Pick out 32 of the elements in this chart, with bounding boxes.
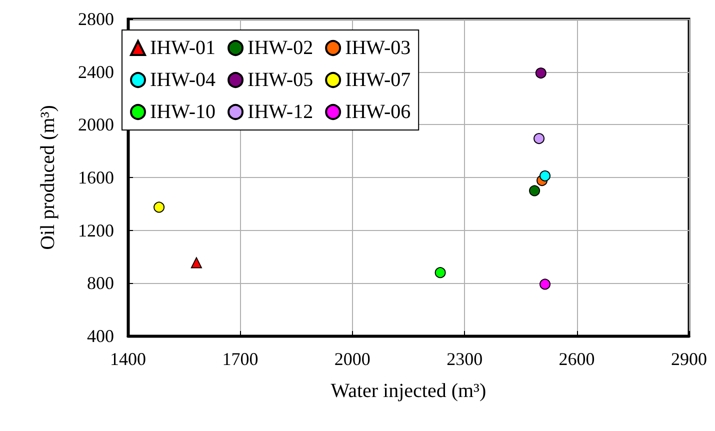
legend-label: IHW-03 (345, 37, 411, 59)
legend-label: IHW-07 (345, 69, 411, 91)
legend-label: IHW-01 (150, 37, 216, 59)
point (540, 170, 551, 182)
x-tick-label: 2000 (334, 349, 370, 369)
y-axis-title: Oil produced (m³) (37, 105, 59, 250)
point (190, 257, 202, 268)
y-tick-label: 400 (87, 326, 114, 346)
y-tick-label: 1600 (78, 168, 114, 188)
point (534, 133, 545, 144)
x-axis-title: Water injected (m³) (330, 380, 486, 402)
point (434, 267, 446, 278)
y-tick-label: 2400 (78, 62, 114, 82)
y-tick-label: 800 (87, 273, 114, 294)
point (154, 202, 165, 213)
legend-label: IHW-05 (248, 69, 314, 91)
x-tick-label: 2900 (671, 349, 707, 369)
point (535, 68, 546, 79)
x-tick-label: 1700 (222, 349, 258, 369)
x-tick-label: 2600 (558, 349, 595, 369)
legend-label: IHW-10 (150, 101, 216, 123)
legend-label: IHW-02 (248, 37, 314, 59)
legend-label: IHW-06 (345, 101, 411, 123)
y-tick-label: 1200 (78, 220, 114, 240)
y-tick-label: 2000 (78, 114, 114, 135)
point (540, 278, 551, 290)
point (529, 185, 540, 196)
x-tick-label: 2300 (446, 349, 483, 369)
y-tick-label: 2800 (78, 9, 114, 29)
x-tick-label: 1400 (110, 349, 146, 369)
legend-label: IHW-04 (150, 69, 216, 91)
legend-label: IHW-12 (248, 101, 314, 123)
